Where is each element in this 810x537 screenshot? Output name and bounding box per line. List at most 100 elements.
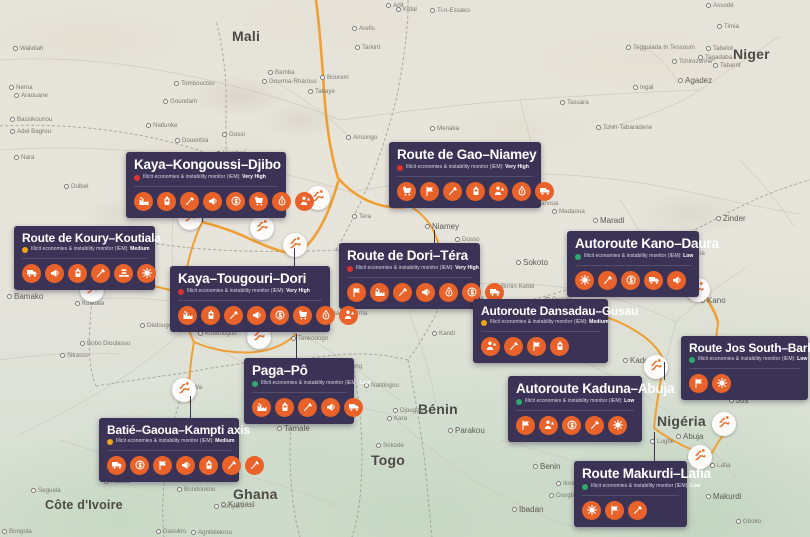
route-card-kaya-kongoussi-djibo[interactable]: Kaya–Kongoussi–Djibo Illicit economies & … xyxy=(126,152,314,218)
flag-icon[interactable] xyxy=(605,500,624,520)
person-alert-icon[interactable] xyxy=(489,181,508,201)
indicator-icon-row[interactable] xyxy=(481,336,600,356)
truck-icon[interactable] xyxy=(22,263,41,283)
flag-icon[interactable] xyxy=(527,336,546,356)
route-card-paga-po[interactable]: Paga–Pô Illicit economies & instability m… xyxy=(244,358,370,424)
route-card-autoroute-kaduna-abuja[interactable]: Autoroute Kaduna–Abuja Illicit economies … xyxy=(508,376,675,442)
megaphone-icon[interactable] xyxy=(45,263,64,283)
virus-icon[interactable] xyxy=(137,263,156,283)
marker-dori-tera[interactable] xyxy=(250,216,274,240)
gold-bars-icon[interactable] xyxy=(114,263,133,283)
indicator-icon-row[interactable] xyxy=(178,305,358,325)
virus-icon[interactable] xyxy=(608,415,627,435)
knife-icon[interactable] xyxy=(91,263,110,283)
indicator-icon-row[interactable] xyxy=(397,181,554,201)
indicator-icon-row[interactable] xyxy=(252,397,363,417)
cart-icon[interactable] xyxy=(249,191,268,211)
indicator-icon-row[interactable] xyxy=(107,455,264,475)
route-card-route-makurdi-lafia[interactable]: Route Makurdi–Lafia Illicit economies & i… xyxy=(574,461,711,527)
risk-prefix: Illicit economies & instability monitor … xyxy=(406,164,504,171)
knife-icon[interactable] xyxy=(393,282,412,302)
factory-icon[interactable] xyxy=(178,305,197,325)
indicator-icon-row[interactable] xyxy=(575,270,691,290)
truck-icon[interactable] xyxy=(535,181,554,201)
route-card-route-de-dori-tera[interactable]: Route de Dori–Téra Illicit economies & in… xyxy=(339,243,504,309)
indicator-icon-row[interactable] xyxy=(347,282,504,302)
knife-icon[interactable] xyxy=(585,415,604,435)
money-icon[interactable] xyxy=(562,415,581,435)
indicator-icon-row[interactable] xyxy=(516,415,634,435)
money-icon[interactable] xyxy=(226,191,245,211)
fuel-canister-icon[interactable] xyxy=(201,305,220,325)
route-card-autoroute-dansadau-gusau[interactable]: Autoroute Dansadau–Gusau Illicit economie… xyxy=(473,299,638,363)
fuel-canister-icon[interactable] xyxy=(157,191,176,211)
knife-icon[interactable] xyxy=(504,336,523,356)
flag-icon[interactable] xyxy=(689,373,708,393)
fuel-canister-icon[interactable] xyxy=(68,263,87,283)
route-card-autoroute-kano-daura[interactable]: Autoroute Kano–Daura Illicit economies & … xyxy=(567,231,719,297)
megaphone-icon[interactable] xyxy=(176,455,195,475)
money-icon[interactable] xyxy=(462,282,481,302)
fuel-canister-icon[interactable] xyxy=(550,336,569,356)
truck-icon[interactable] xyxy=(485,282,504,302)
route-card-route-de-koury-koutiala[interactable]: Route de Koury–Koutiala Illicit economies… xyxy=(14,226,161,290)
knife-icon[interactable] xyxy=(443,181,462,201)
megaphone-icon[interactable] xyxy=(247,305,266,325)
megaphone-icon[interactable] xyxy=(321,397,340,417)
knife-icon[interactable] xyxy=(245,455,264,475)
megaphone-icon[interactable] xyxy=(416,282,435,302)
risk-status-dot xyxy=(347,265,353,272)
fuel-canister-icon[interactable] xyxy=(466,181,485,201)
truck-icon[interactable] xyxy=(344,397,363,417)
indicator-icon-row[interactable] xyxy=(689,373,800,393)
knife-icon[interactable] xyxy=(298,397,317,417)
knife-icon[interactable] xyxy=(598,270,617,290)
person-alert-icon[interactable] xyxy=(481,336,500,356)
money-icon[interactable] xyxy=(621,270,640,290)
flag-icon[interactable] xyxy=(516,415,535,435)
megaphone-icon[interactable] xyxy=(667,270,686,290)
truck-icon[interactable] xyxy=(107,455,126,475)
knife-icon[interactable] xyxy=(222,455,241,475)
route-card-route-de-gao-niamey[interactable]: Route de Gao–Niamey Illicit economies & i… xyxy=(389,142,554,208)
risk-level: Low xyxy=(690,483,701,490)
route-card-route-jos-south-barkin-ladi[interactable]: Route Jos South–Barkin LadiIllicit econo… xyxy=(681,336,810,400)
oil-drop-icon[interactable] xyxy=(272,191,291,211)
knife-icon[interactable] xyxy=(628,500,647,520)
factory-icon[interactable] xyxy=(134,191,153,211)
flag-icon[interactable] xyxy=(153,455,172,475)
risk-status-dot xyxy=(134,174,140,181)
route-card-batie-gaoua-kampti-axis[interactable]: Batié–Gaoua–Kampti axis Illicit economies… xyxy=(99,418,264,482)
indicator-icon-row[interactable] xyxy=(134,191,314,211)
person-alert-icon[interactable] xyxy=(295,191,314,211)
person-alert-icon[interactable] xyxy=(539,415,558,435)
marker-jos-south[interactable] xyxy=(712,412,736,436)
knife-icon[interactable] xyxy=(180,191,199,211)
megaphone-icon[interactable] xyxy=(203,191,222,211)
money-icon[interactable] xyxy=(270,305,289,325)
marker-makurdi-lafia[interactable] xyxy=(688,445,712,469)
marker-batie[interactable] xyxy=(172,378,196,402)
oil-drop-icon[interactable] xyxy=(512,181,531,201)
fuel-canister-icon[interactable] xyxy=(199,455,218,475)
money-icon[interactable] xyxy=(130,455,149,475)
fuel-canister-icon[interactable] xyxy=(275,397,294,417)
virus-icon[interactable] xyxy=(582,500,601,520)
person-alert-icon[interactable] xyxy=(339,305,358,325)
factory-icon[interactable] xyxy=(252,397,271,417)
flag-icon[interactable] xyxy=(347,282,366,302)
cart-icon[interactable] xyxy=(293,305,312,325)
knife-icon[interactable] xyxy=(224,305,243,325)
oil-drop-icon[interactable] xyxy=(439,282,458,302)
factory-icon[interactable] xyxy=(370,282,389,302)
route-card-kaya-tougouri-dori[interactable]: Kaya–Tougouri–Dori Illicit economies & in… xyxy=(170,266,358,332)
indicator-icon-row[interactable] xyxy=(582,500,679,520)
flag-icon[interactable] xyxy=(420,181,439,201)
virus-icon[interactable] xyxy=(575,270,594,290)
truck-icon[interactable] xyxy=(644,270,663,290)
indicator-icon-row[interactable] xyxy=(22,263,156,283)
cart-icon[interactable] xyxy=(397,181,416,201)
oil-drop-icon[interactable] xyxy=(316,305,335,325)
virus-icon[interactable] xyxy=(712,373,731,393)
